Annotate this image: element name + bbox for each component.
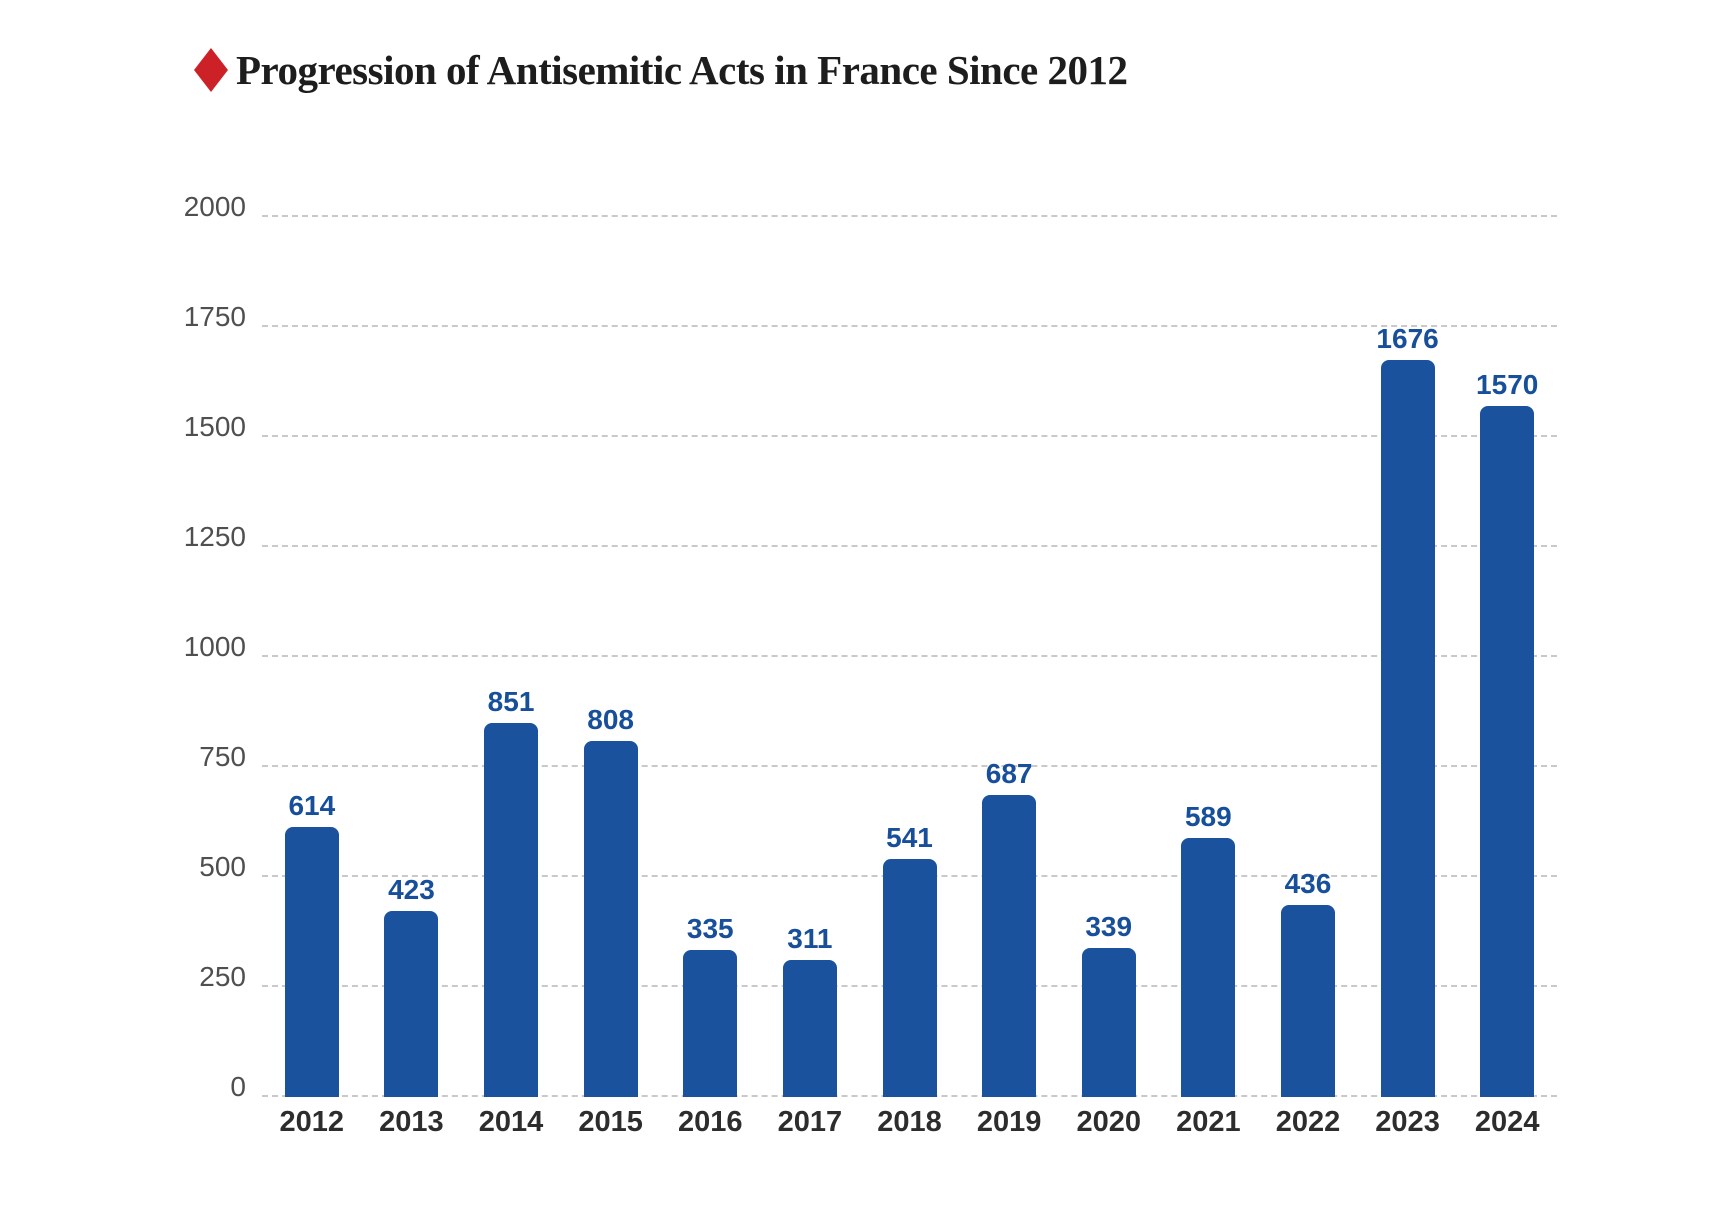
bar-value-label: 311	[787, 923, 833, 955]
x-axis-tick-label: 2015	[578, 1106, 643, 1138]
gridline	[262, 325, 1557, 327]
bar-group: 335 2016	[678, 217, 743, 1136]
bar	[1380, 359, 1435, 1097]
x-axis-tick-label: 2012	[279, 1106, 345, 1138]
bar-group: 339 2020	[1076, 217, 1141, 1136]
bar-value-label: 423	[388, 873, 435, 905]
bar-value-label: 1570	[1476, 369, 1539, 401]
gridline	[262, 215, 1557, 217]
x-axis-tick-label: 2014	[478, 1106, 544, 1138]
bar-group: 808 2015	[578, 217, 643, 1137]
x-axis-tick-label: 2023	[1375, 1106, 1440, 1138]
bar-value-label: 808	[587, 704, 634, 736]
bar-group: 541 2018	[877, 217, 942, 1136]
bar-group: 423 2013	[379, 217, 444, 1136]
bar-value-label: 589	[1184, 800, 1232, 832]
bar	[583, 741, 638, 1097]
gridline	[262, 545, 1557, 547]
bar	[782, 960, 837, 1097]
gridline	[262, 435, 1557, 437]
bar-group: 851 2014	[479, 217, 544, 1136]
bar	[484, 722, 539, 1097]
y-axis-tick-label: 2000	[183, 191, 246, 222]
red-diamond-icon	[194, 47, 228, 93]
bar-group: 311 2017	[778, 217, 843, 1137]
x-axis-tick-label: 2024	[1474, 1106, 1540, 1138]
x-axis-tick-label: 2013	[379, 1106, 444, 1138]
bar	[1280, 905, 1335, 1097]
bar-value-label: 436	[1284, 868, 1332, 900]
bar-value-label: 687	[985, 757, 1033, 789]
x-axis-tick-label: 2017	[777, 1106, 843, 1138]
gridline	[262, 765, 1557, 767]
x-axis-tick-label: 2020	[1076, 1106, 1141, 1138]
bar-group: 1676 2023	[1375, 217, 1440, 1136]
bar	[982, 794, 1037, 1097]
bar-value-label: 1676	[1376, 322, 1439, 354]
bar-value-label: 339	[1085, 910, 1133, 942]
bar-group: 589 2021	[1176, 217, 1241, 1136]
bar-chart: 0 250 500 750 1000 1250 1500 1750 2000 614 2012 423…	[184, 193, 1557, 1137]
y-axis-tick-label: 1500	[183, 411, 246, 442]
bar	[1480, 406, 1535, 1097]
x-axis-tick-label: 2021	[1176, 1106, 1241, 1138]
bar	[284, 826, 339, 1097]
bar-group: 614 2012	[280, 217, 345, 1136]
y-axis-tick-label: 750	[199, 741, 246, 772]
bar-group: 687 2019	[977, 217, 1042, 1136]
bar-group: 436 2022	[1276, 217, 1341, 1137]
bar-value-label: 541	[886, 821, 933, 853]
bar	[882, 858, 937, 1097]
y-axis-tick-label: 250	[199, 961, 246, 992]
y-axis-tick-label: 1750	[183, 301, 246, 332]
bar-group: 1570 2024	[1475, 217, 1540, 1137]
y-axis-tick-label: 1250	[183, 521, 246, 552]
y-axis-tick-label: 500	[199, 851, 246, 882]
x-axis-tick-label: 2022	[1275, 1106, 1341, 1138]
bar-value-label: 851	[487, 685, 535, 717]
y-axis-tick-label: 1000	[183, 631, 246, 662]
x-axis-tick-label: 2019	[976, 1106, 1042, 1138]
bar	[384, 910, 439, 1097]
gridline	[262, 655, 1557, 657]
bar	[683, 949, 738, 1097]
bar-value-label: 614	[288, 789, 336, 821]
bar	[1181, 837, 1236, 1097]
chart-title-row: Progression of Antisemitic Acts in Franc…	[194, 46, 1128, 94]
bar	[1081, 947, 1136, 1097]
bar-value-label: 335	[686, 912, 734, 944]
x-axis-tick-label: 2018	[877, 1106, 942, 1138]
chart-title: Progression of Antisemitic Acts in Franc…	[236, 47, 1128, 93]
x-axis-tick-label: 2016	[678, 1106, 743, 1138]
y-axis-tick-label: 0	[230, 1071, 246, 1102]
